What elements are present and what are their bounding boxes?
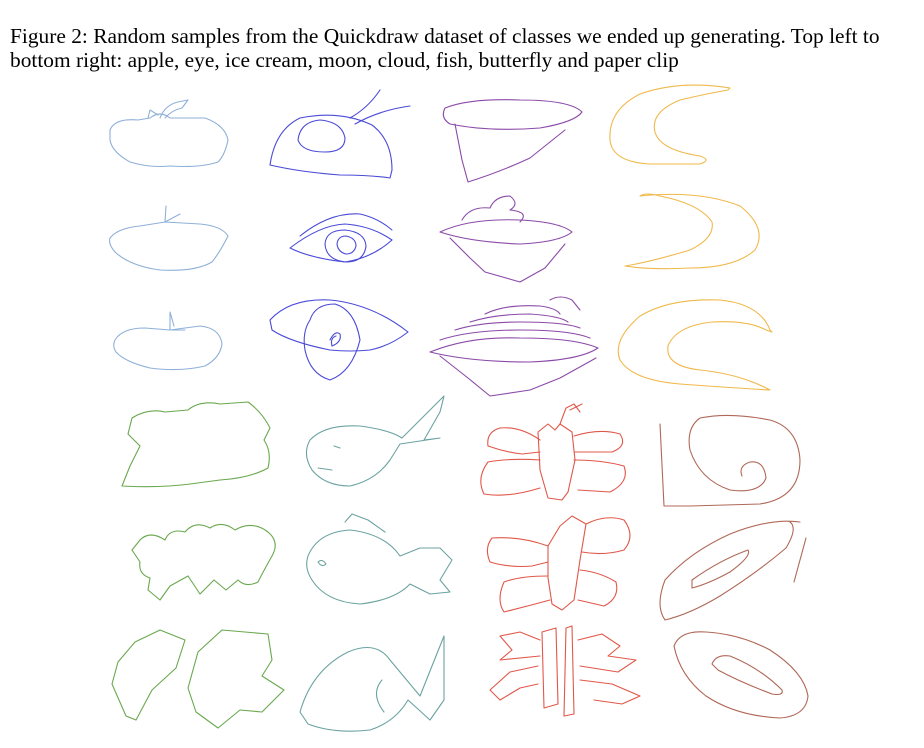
butterfly-sketch-1	[480, 403, 626, 501]
moon-sketch-2	[624, 193, 760, 270]
paper-clip-sketch-3	[673, 631, 809, 719]
eye-sketch-3	[269, 299, 409, 381]
cloud-sketch-1	[121, 401, 271, 488]
apple-sketch-2	[109, 205, 229, 271]
ice-cream-sketch-1	[442, 99, 583, 183]
ice-cream-sketch-3	[429, 296, 599, 397]
fish-sketch-1	[305, 395, 445, 487]
paper-clip-sketch-1	[659, 414, 801, 507]
ice-cream-sketch-2	[439, 195, 573, 283]
moon-sketch-1	[609, 84, 731, 165]
fish-sketch-2	[306, 513, 453, 605]
fish-sketch-3	[299, 635, 445, 732]
paper-clip-sketch-2	[659, 520, 807, 621]
eye-sketch-2	[289, 213, 393, 263]
apple-sketch-3	[113, 311, 223, 371]
figure-caption-text: Random samples from the Quickdraw datase…	[10, 24, 880, 72]
cloud-sketch-2	[131, 523, 276, 601]
figure-caption: Figure 2: Random samples from the Quickd…	[10, 24, 916, 72]
cloud-sketch-3	[111, 629, 285, 729]
apple-sketch-1	[109, 99, 229, 168]
butterfly-sketch-3	[489, 625, 641, 717]
figure-label: Figure 2:	[10, 24, 88, 48]
butterfly-sketch-2	[486, 515, 631, 613]
eye-sketch-1	[269, 89, 411, 179]
moon-sketch-3	[617, 299, 773, 391]
